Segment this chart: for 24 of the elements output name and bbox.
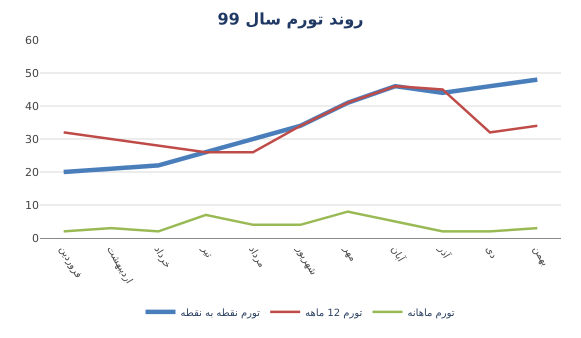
x-tick-label: مرداد bbox=[246, 244, 268, 270]
x-tick-label: تیر bbox=[198, 244, 214, 260]
x-tick-label: دی bbox=[483, 244, 499, 261]
legend-label: تورم نقطه به نقطه bbox=[180, 308, 260, 319]
y-tick-label: 30 bbox=[25, 132, 39, 146]
x-tick-label: شهریور bbox=[293, 244, 319, 278]
x-tick-label: خرداد bbox=[151, 244, 173, 270]
x-tick-label: فروردین bbox=[56, 244, 84, 280]
line-series bbox=[62, 84, 539, 154]
x-tick-label: آبان bbox=[388, 244, 408, 265]
chart-title: روند تورم سال 99 bbox=[218, 10, 364, 29]
x-tick-label: بهمن bbox=[530, 244, 550, 268]
legend-label: تورم ماهانه bbox=[408, 308, 455, 319]
y-tick-label: 10 bbox=[25, 198, 39, 212]
y-tick-label: 40 bbox=[25, 100, 39, 113]
y-tick-label: 0 bbox=[32, 232, 39, 245]
y-tick-label: 60 bbox=[25, 34, 39, 47]
y-tick-label: 50 bbox=[25, 66, 39, 80]
x-tick-label: اردیبهشت bbox=[104, 244, 134, 286]
legend-label: تورم 12 ماهه bbox=[305, 308, 362, 319]
x-tick-label: آذر bbox=[435, 242, 454, 262]
line-series bbox=[62, 210, 539, 233]
y-tick-label: 20 bbox=[25, 166, 39, 179]
x-tick-label: مهر bbox=[340, 244, 358, 264]
